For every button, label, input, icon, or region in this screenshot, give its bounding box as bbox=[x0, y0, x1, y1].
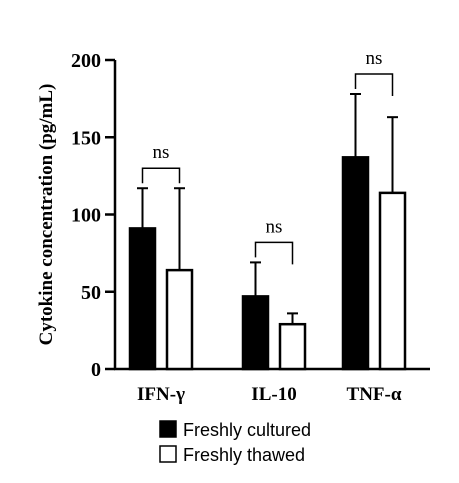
y-axis-label: Cytokine concentration (pg/mL) bbox=[36, 84, 57, 346]
bar-freshly-cultured-2 bbox=[341, 156, 370, 371]
legend-swatch-freshly-thawed bbox=[159, 445, 177, 463]
y-tick-label: 100 bbox=[71, 205, 101, 227]
bar-freshly-thawed-0 bbox=[165, 268, 194, 371]
x-category-label: IFN-γ bbox=[137, 384, 185, 405]
bar-freshly-thawed-1 bbox=[278, 322, 307, 371]
y-tick-label: 150 bbox=[71, 127, 101, 149]
x-category-label: TNF-α bbox=[347, 384, 402, 405]
bar-freshly-thawed-2 bbox=[378, 191, 407, 371]
significance-label: ns bbox=[366, 48, 383, 69]
x-category-label: IL-10 bbox=[251, 384, 296, 405]
significance-bracket bbox=[141, 167, 181, 184]
chart-legend: Freshly cultured Freshly thawed bbox=[159, 420, 311, 465]
significance-bracket bbox=[354, 73, 394, 96]
legend-label: Freshly cultured bbox=[183, 420, 311, 440]
significance-bracket bbox=[254, 241, 294, 265]
y-tick-label: 200 bbox=[71, 50, 101, 72]
chart-labels: Cytokine concentration (pg/mL) IFN-γ IL-10… bbox=[36, 84, 402, 405]
y-tick-label: 50 bbox=[81, 282, 101, 304]
legend-label: Freshly thawed bbox=[183, 445, 305, 465]
chart-bars bbox=[128, 156, 407, 371]
significance-label: ns bbox=[153, 142, 170, 163]
bar-freshly-cultured-0 bbox=[128, 227, 157, 371]
y-tick-label: 0 bbox=[91, 359, 101, 381]
significance-label: ns bbox=[266, 216, 283, 237]
chart-error-bars bbox=[137, 92, 398, 325]
significance-annotations: ns ns ns bbox=[141, 48, 394, 265]
bar-freshly-cultured-1 bbox=[241, 295, 270, 371]
legend-swatch-freshly-cultured bbox=[159, 420, 177, 438]
